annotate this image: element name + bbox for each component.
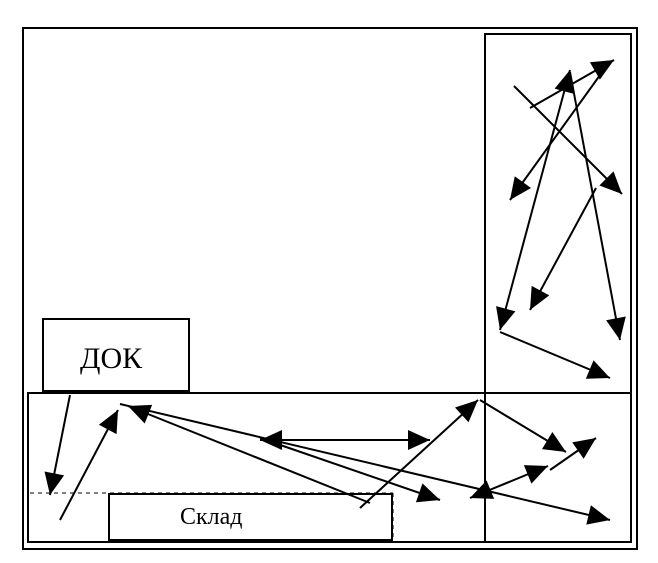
diagram-stage: ДОК Склад bbox=[0, 0, 658, 563]
sklad-box bbox=[108, 493, 393, 541]
dok-label: ДОК bbox=[80, 342, 142, 376]
sklad-label: Склад bbox=[180, 504, 243, 531]
